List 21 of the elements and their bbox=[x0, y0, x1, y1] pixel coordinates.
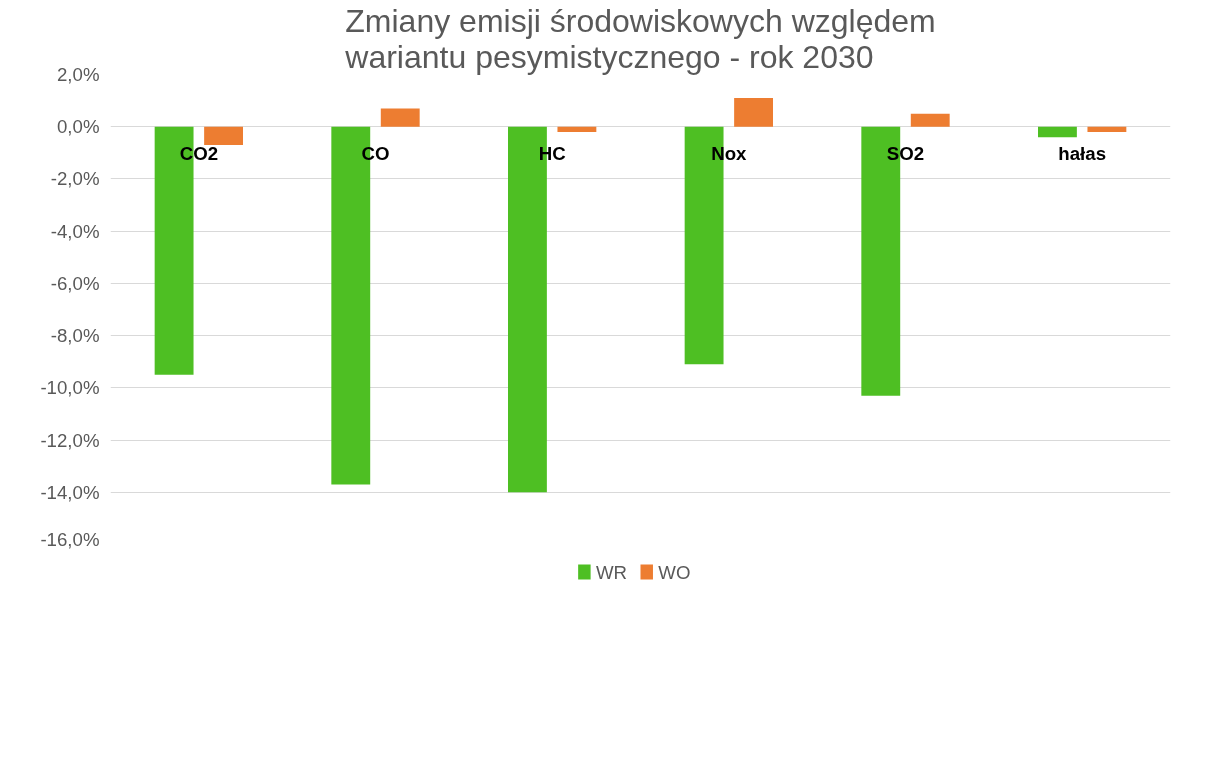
legend-label: WR bbox=[595, 561, 628, 583]
y-tick-label: 0,0% bbox=[56, 116, 100, 138]
bar bbox=[1038, 126, 1077, 138]
chart-title: Zmiany emisji środowiskowych względem wariantu pesymistycznego - rok 2030 bbox=[344, 2, 936, 75]
bar bbox=[1087, 126, 1127, 132]
y-tick-label: -12,0% bbox=[40, 429, 100, 451]
bar bbox=[910, 113, 950, 127]
x-tick-label: hałas bbox=[1058, 142, 1107, 164]
y-tick-label: -10,0% bbox=[40, 377, 100, 399]
bar bbox=[204, 126, 243, 145]
bar bbox=[380, 108, 420, 127]
y-tick-label: -2,0% bbox=[50, 168, 100, 190]
y-tick-label: -4,0% bbox=[50, 220, 100, 242]
y-tick-label: -14,0% bbox=[40, 481, 100, 503]
bar bbox=[557, 126, 597, 132]
y-tick-label: 2,0% bbox=[56, 64, 100, 85]
y-tick-label: -6,0% bbox=[50, 272, 100, 294]
y-tick-label: -16,0% bbox=[40, 528, 100, 550]
bar bbox=[734, 98, 773, 127]
legend-label: WO bbox=[658, 561, 691, 583]
y-tick-label: -8,0% bbox=[50, 325, 100, 347]
